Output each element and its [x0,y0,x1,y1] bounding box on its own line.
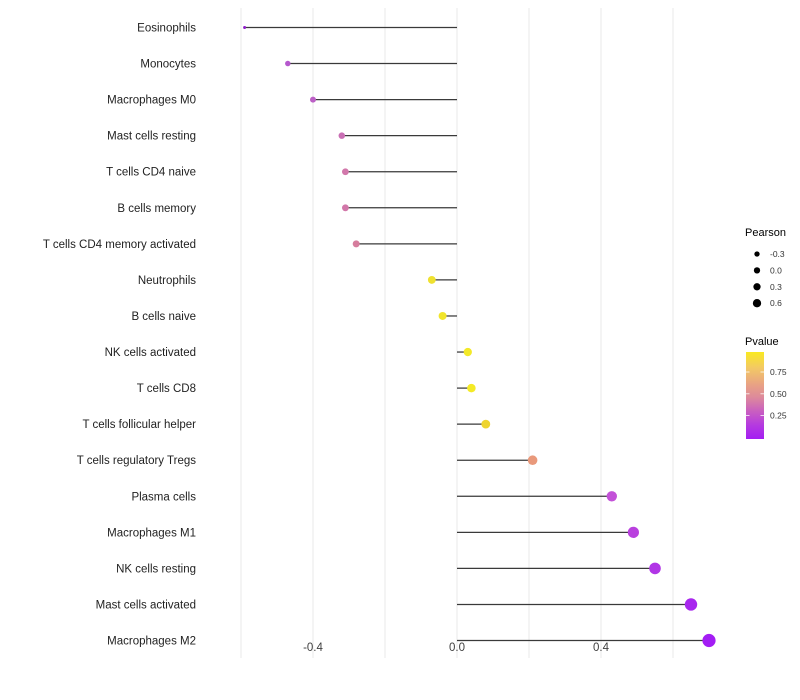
size-legend-label: -0.3 [770,249,785,259]
lollipop-row: Monocytes [140,59,457,71]
lollipop-point [352,240,360,248]
color-legend-title: Pvalue [745,336,779,348]
size-legend-dot [752,299,762,308]
pvalue-color-legend: Pvalue 0.75 0.50 0.25 [745,336,787,439]
y-axis-label: B cells naive [131,311,196,323]
x-axis-group: -0.4 0.0 0.4 [303,642,610,654]
y-axis-label: B cells memory [117,203,196,215]
pvalue-tick-label: 0.50 [770,389,787,399]
y-axis-label: T cells regulatory Tregs [77,455,197,467]
lollipop-row: Eosinophils [137,23,457,35]
y-axis-label: T cells CD8 [137,383,196,395]
lollipop-point [481,419,491,429]
y-axis-label: T cells CD4 memory activated [43,239,196,251]
lollipop-point [342,204,349,212]
y-axis-label: NK cells activated [105,347,196,359]
pvalue-tick-label: 0.25 [770,411,787,421]
x-axis-tick-label: 0.4 [593,642,610,654]
x-axis-tick-label: -0.4 [303,642,323,654]
lollipop-point [527,455,538,466]
lollipop-row: T cells regulatory Tregs [77,455,538,467]
y-axis-label: Eosinophils [137,23,196,35]
lollipop-point [627,526,640,538]
y-axis-label: Macrophages M0 [107,95,196,107]
lollipop-row: T cells CD8 [137,383,476,395]
lollipop-row: Mast cells resting [107,131,457,143]
lollipop-row: Neutrophils [138,275,457,287]
lollipop-row: Macrophages M1 [107,526,640,539]
lollipop-point [243,26,247,29]
lollipop-point [427,276,436,284]
lollipop-row: Macrophages M2 [107,633,716,648]
size-legend-dot [753,267,761,274]
lollipop-row: Plasma cells [131,491,617,503]
y-axis-label: Neutrophils [138,275,196,287]
size-legend-label: 0.3 [770,282,782,292]
size-legend-dot [754,251,760,257]
y-axis-label: Macrophages M2 [107,636,196,648]
lollipop-point [702,633,716,648]
lollipop-point [463,347,472,357]
y-axis-label: Macrophages M1 [107,527,196,539]
x-axis-tick-label: 0.0 [449,642,465,654]
lollipop-row: T cells CD4 naive [106,167,457,179]
pearson-size-legend: Pearson -0.3 0.0 0.3 0.6 [745,227,786,308]
y-axis-label: Mast cells activated [96,599,196,611]
lollipop-row: T cells follicular helper [82,419,491,431]
gridlines-group [240,8,674,658]
lollipop-point [438,311,447,320]
size-legend-title: Pearson [745,227,786,239]
y-axis-label: T cells follicular helper [82,419,196,431]
y-axis-label: Monocytes [140,59,196,71]
lollipop-point [467,383,476,393]
lollipop-point [338,132,346,139]
lollipop-row: Mast cells activated [96,598,698,611]
lollipop-row: B cells naive [131,311,457,323]
y-axis-label: T cells CD4 naive [106,167,196,179]
size-legend-label: 0.6 [770,298,782,308]
lollipop-row: Macrophages M0 [107,95,457,107]
y-axis-label: NK cells resting [116,563,196,575]
y-axis-label: Mast cells resting [107,131,196,143]
lollipop-row: NK cells resting [116,562,661,575]
lollipop-row: NK cells activated [105,347,472,359]
lollipop-point [310,96,316,103]
lollipop-point [285,60,291,67]
lollipop-point [342,168,349,176]
lollipop-point [649,562,661,575]
size-legend-label: 0.0 [770,265,782,275]
pvalue-gradient-bar [746,352,764,439]
lollipop-point [684,598,698,611]
lollipop-point [606,491,617,502]
size-legend-dot [753,283,761,291]
lollipop-row: T cells CD4 memory activated [43,239,457,251]
y-axis-label: Plasma cells [131,491,196,503]
lollipop-row: B cells memory [117,203,457,215]
rows-group: Eosinophils Monocytes Macrophages M0 Mast c… [43,23,716,648]
pvalue-tick-label: 0.75 [770,367,787,377]
